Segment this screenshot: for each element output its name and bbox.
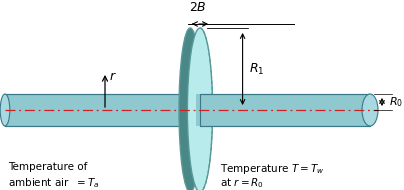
- Text: $2B$: $2B$: [189, 1, 207, 14]
- Text: Temperature of: Temperature of: [8, 162, 87, 172]
- Polygon shape: [196, 94, 202, 126]
- Text: $R_0$: $R_0$: [389, 95, 403, 109]
- Text: $R_1$: $R_1$: [248, 61, 264, 77]
- Ellipse shape: [362, 94, 378, 126]
- Polygon shape: [5, 94, 186, 126]
- Ellipse shape: [179, 28, 202, 190]
- Text: at $r = R_0$: at $r = R_0$: [220, 176, 264, 190]
- Ellipse shape: [187, 28, 213, 190]
- Text: ambient air  $= T_a$: ambient air $= T_a$: [8, 176, 99, 190]
- Text: $r$: $r$: [109, 70, 117, 82]
- Text: Temperature $T = T_w$: Temperature $T = T_w$: [220, 162, 324, 176]
- Polygon shape: [200, 94, 370, 126]
- Ellipse shape: [0, 94, 10, 126]
